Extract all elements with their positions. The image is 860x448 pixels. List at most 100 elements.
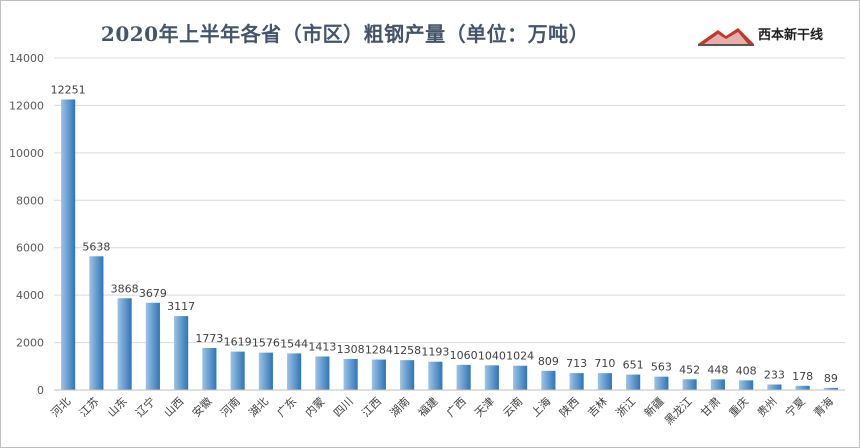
bar-宁夏	[795, 385, 810, 390]
bar-河北	[61, 99, 76, 390]
bar-上海	[541, 370, 556, 390]
bar-湖南	[400, 360, 415, 390]
x-tick-label: 河南	[218, 395, 243, 420]
x-axis: 河北 江苏 山东 辽宁 山西 安徽 河南 湖北 广东 内蒙 四川 江西 湖南 福建 广西 天津 云南 上海 陕西 吉林…	[48, 389, 845, 428]
bar-辽宁	[145, 302, 160, 390]
x-tick-label: 广西	[444, 395, 469, 420]
bar-天津	[484, 365, 499, 390]
data-label: 1060	[450, 349, 478, 362]
bar-江苏	[89, 256, 104, 390]
bar-四川	[343, 358, 358, 390]
data-label: 1024	[506, 350, 534, 363]
x-tick-label: 辽宁	[133, 394, 158, 419]
x-tick-label: 安徽	[189, 394, 214, 419]
logo-mark-icon: 西本新干线	[698, 27, 823, 46]
data-label: 563	[651, 361, 672, 374]
x-tick-label: 四川	[331, 395, 356, 420]
data-label: 448	[707, 363, 728, 376]
x-tick-label: 广东	[274, 395, 299, 420]
bar-青海	[823, 387, 838, 390]
bar-山西	[174, 316, 189, 390]
data-label: 1258	[393, 344, 421, 357]
data-label: 408	[736, 364, 757, 377]
x-tick-label: 上海	[528, 394, 553, 419]
y-tick-label: 10000	[9, 147, 44, 160]
y-tick-label: 8000	[16, 194, 44, 207]
bar-广西	[456, 364, 471, 390]
data-label: 3117	[167, 300, 195, 313]
y-tick-label: 4000	[16, 289, 44, 302]
data-label: 3868	[111, 282, 139, 295]
data-label: 1308	[337, 343, 365, 356]
y-tick-label: 14000	[9, 52, 44, 65]
x-tick-label: 吉林	[585, 394, 610, 419]
data-label: 1193	[421, 346, 449, 359]
bar-湖北	[258, 352, 273, 390]
brand-logo: 西本新干线	[696, 24, 846, 48]
x-tick-label: 湖南	[387, 395, 412, 420]
bar-贵州	[767, 384, 782, 390]
x-tick-label: 江西	[359, 395, 384, 420]
x-tick-label: 山东	[105, 395, 130, 420]
data-label: 452	[679, 363, 700, 376]
data-label: 233	[764, 368, 785, 381]
bar-陕西	[569, 373, 584, 390]
bar-山东	[117, 298, 132, 390]
bar-河南	[230, 351, 245, 390]
logo-text: 西本新干线	[758, 27, 823, 43]
x-tick-label: 重庆	[726, 394, 751, 419]
x-tick-label: 青海	[811, 394, 836, 419]
x-tick-label: 陕西	[556, 394, 581, 419]
bars-group	[61, 99, 838, 390]
bar-安徽	[202, 347, 217, 390]
data-label: 3679	[139, 287, 167, 300]
data-label: 1576	[252, 337, 280, 350]
grid-lines	[54, 57, 845, 391]
bar-重庆	[739, 380, 754, 390]
x-tick-label: 贵州	[755, 395, 780, 420]
data-label: 713	[566, 357, 587, 370]
data-label: 1773	[195, 332, 223, 345]
data-label: 1284	[365, 344, 393, 357]
bar-黑龙江	[682, 379, 697, 390]
bar-福建	[428, 361, 443, 390]
data-label: 1619	[224, 336, 252, 349]
data-label: 651	[623, 359, 644, 372]
bar-云南	[513, 365, 528, 390]
data-label: 1040	[478, 349, 506, 362]
y-tick-label: 0	[37, 384, 44, 397]
x-tick-label: 江苏	[77, 395, 102, 420]
chart-title: 2020年上半年各省（市区）粗钢产量（单位：万吨）	[100, 22, 590, 46]
y-axis: 0 2000 4000 6000 8000 10000 12000 14000	[9, 52, 44, 397]
data-label: 1544	[280, 337, 308, 350]
bar-江西	[371, 359, 386, 390]
x-tick-label: 浙江	[613, 395, 638, 420]
x-tick-label: 黑龙江	[662, 395, 695, 428]
bar-吉林	[597, 373, 612, 390]
x-tick-label: 甘肃	[698, 395, 723, 420]
bar-甘肃	[710, 379, 725, 390]
bar-新疆	[654, 376, 669, 390]
data-label: 1413	[308, 340, 336, 353]
x-tick-label: 福建	[415, 394, 440, 419]
data-label: 710	[594, 357, 615, 370]
data-label: 809	[538, 355, 559, 368]
x-tick-label: 湖北	[246, 395, 271, 420]
data-label: 178	[792, 370, 813, 383]
x-tick-label: 宁夏	[782, 394, 807, 419]
bar-内蒙	[315, 356, 330, 390]
x-tick-label: 山西	[161, 395, 186, 420]
bar-广东	[287, 353, 302, 390]
data-label: 5638	[82, 240, 110, 253]
y-tick-label: 2000	[16, 337, 44, 350]
x-tick-label: 新疆	[641, 394, 666, 419]
y-tick-label: 6000	[16, 242, 44, 255]
x-tick-label: 内蒙	[302, 394, 327, 419]
data-label: 12251	[51, 83, 86, 96]
x-tick-label: 云南	[500, 395, 525, 420]
bar-浙江	[626, 374, 641, 390]
data-label: 89	[824, 372, 838, 385]
y-tick-label: 12000	[9, 99, 44, 112]
